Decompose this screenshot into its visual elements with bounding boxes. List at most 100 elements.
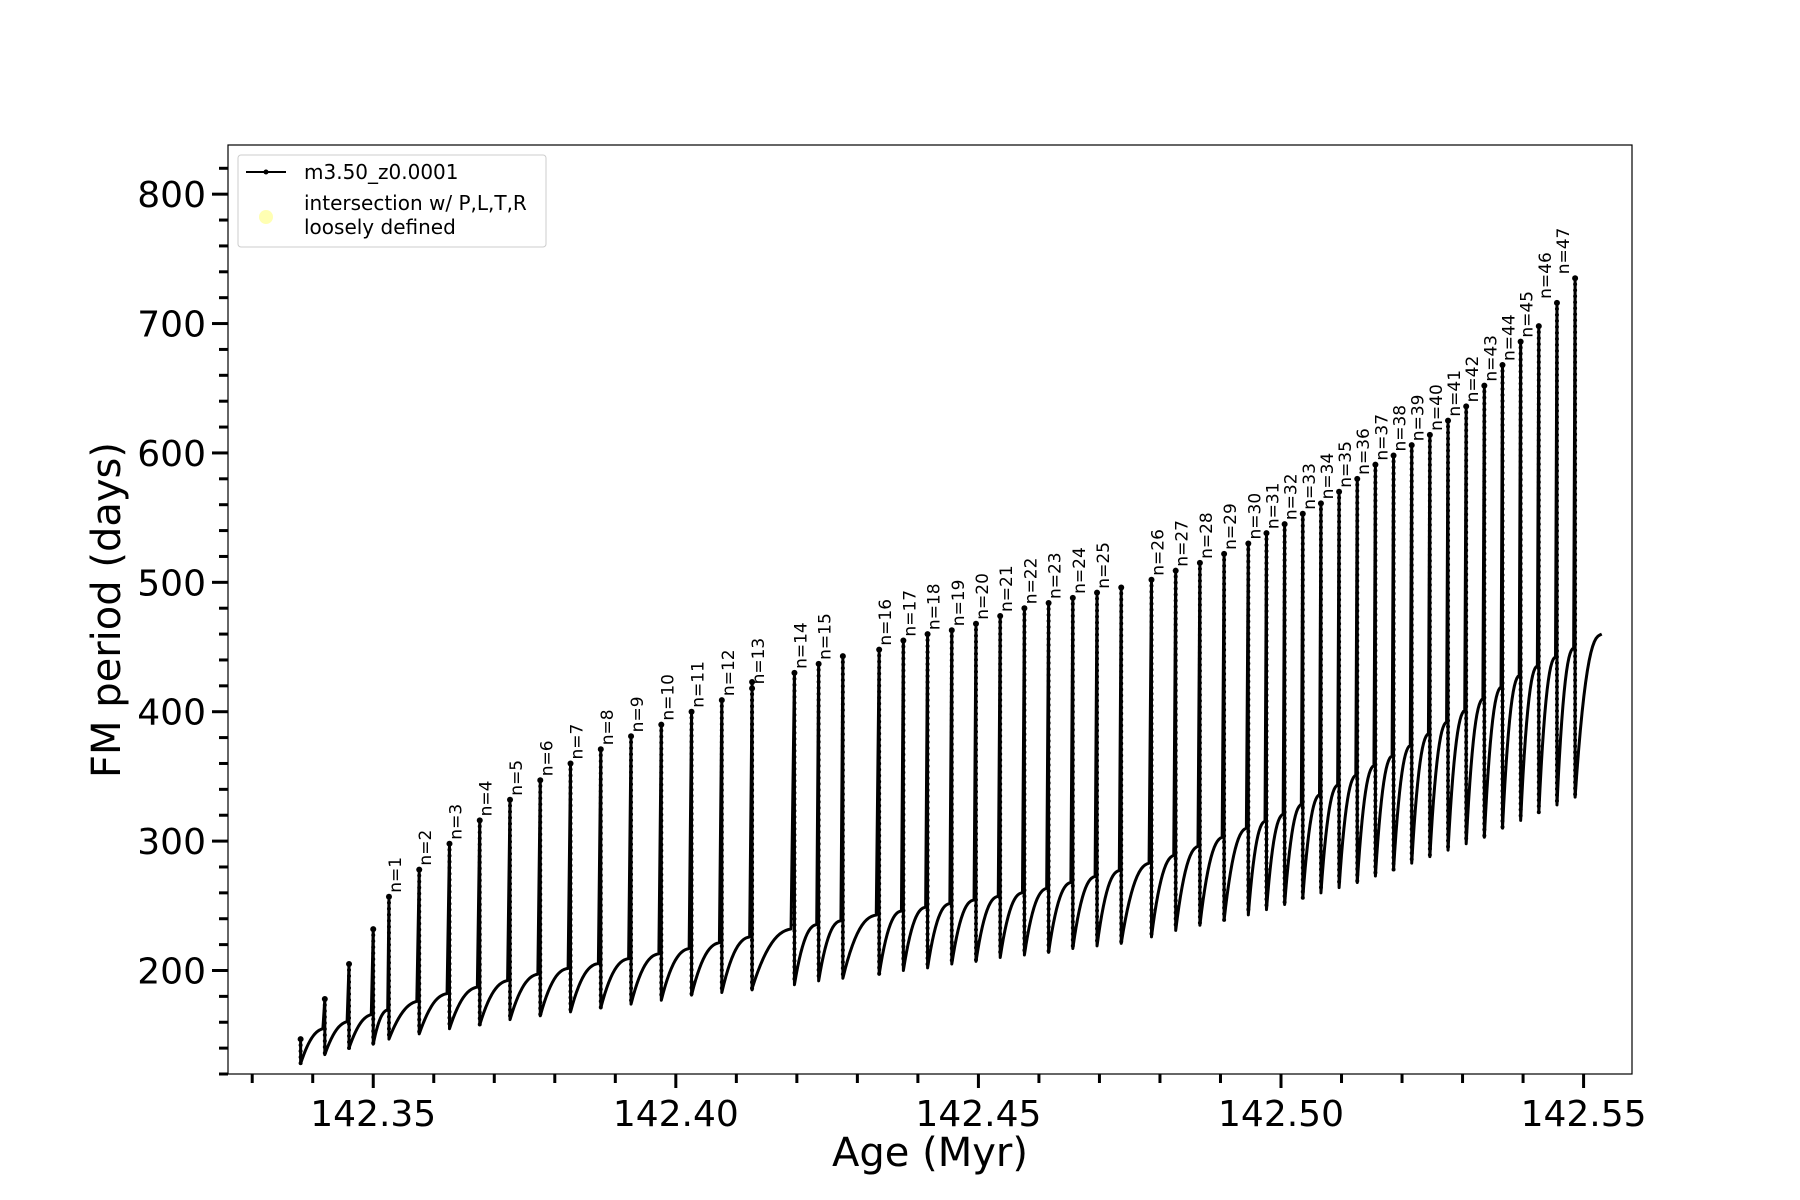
series-point xyxy=(1391,615,1396,620)
series-point xyxy=(1282,774,1287,779)
series-point xyxy=(792,946,797,951)
series-point xyxy=(1446,568,1451,573)
series-point xyxy=(347,1034,352,1039)
series-point xyxy=(877,773,882,778)
series-point xyxy=(1391,867,1396,872)
series-point xyxy=(1518,723,1523,728)
series-point xyxy=(659,884,664,889)
series-point xyxy=(1222,653,1227,658)
series-point xyxy=(1536,378,1541,383)
series-point xyxy=(1464,428,1469,433)
series-point xyxy=(1246,733,1251,738)
series-point xyxy=(877,899,882,904)
series-point xyxy=(1318,801,1323,806)
series-point xyxy=(1197,830,1202,835)
series-point xyxy=(750,709,755,714)
series-point xyxy=(1427,474,1432,479)
series-point xyxy=(1482,437,1487,442)
series-point xyxy=(477,854,482,859)
series-point xyxy=(1409,839,1414,844)
series-point xyxy=(1373,762,1378,767)
series-point xyxy=(840,738,845,743)
series-point xyxy=(1197,680,1202,685)
series-point xyxy=(659,800,664,805)
series-point xyxy=(1337,549,1342,554)
series-point xyxy=(877,845,882,850)
series-point xyxy=(1427,804,1432,809)
series-point xyxy=(1464,446,1469,451)
series-point xyxy=(538,1012,543,1017)
series-point xyxy=(1391,699,1396,704)
series-point xyxy=(1149,691,1154,696)
series-point xyxy=(998,715,1003,720)
series-point xyxy=(1500,500,1505,505)
series-point xyxy=(1518,483,1523,488)
series-point xyxy=(1500,404,1505,409)
series-point xyxy=(1318,825,1323,830)
series-point xyxy=(719,968,724,973)
series-point xyxy=(629,758,634,763)
series-point xyxy=(477,974,482,979)
series-point xyxy=(1070,877,1075,882)
series-point xyxy=(1554,636,1559,641)
series-point xyxy=(508,983,513,988)
series-point xyxy=(538,814,543,819)
series-point xyxy=(1300,811,1305,816)
series-point xyxy=(877,791,882,796)
series-point xyxy=(1482,749,1487,754)
series-point xyxy=(949,958,954,963)
series-point xyxy=(750,805,755,810)
series-point xyxy=(1022,864,1027,869)
series-point xyxy=(1554,630,1559,635)
series-point xyxy=(629,752,634,757)
series-point xyxy=(816,859,821,864)
series-point xyxy=(1554,360,1559,365)
series-point xyxy=(508,989,513,994)
series-point xyxy=(1022,798,1027,803)
series-point xyxy=(689,733,694,738)
series-point xyxy=(1554,600,1559,605)
series-point xyxy=(417,927,422,932)
series-point xyxy=(1536,708,1541,713)
series-point xyxy=(1500,464,1505,469)
series-point xyxy=(1536,696,1541,701)
series-point xyxy=(1337,807,1342,812)
series-point xyxy=(1482,545,1487,550)
series-point xyxy=(1355,650,1360,655)
series-point xyxy=(1409,827,1414,832)
series-point xyxy=(792,886,797,891)
series-point xyxy=(840,798,845,803)
series-point xyxy=(1264,645,1269,650)
series-point xyxy=(1197,626,1202,631)
series-point xyxy=(1500,644,1505,649)
series-point xyxy=(1300,637,1305,642)
series-point xyxy=(1482,443,1487,448)
series-point xyxy=(901,668,906,673)
series-point xyxy=(750,829,755,834)
series-point xyxy=(1446,436,1451,441)
series-point xyxy=(1282,732,1287,737)
series-point xyxy=(1554,684,1559,689)
series-point xyxy=(1149,799,1154,804)
series-point xyxy=(1246,685,1251,690)
series-point xyxy=(1149,619,1154,624)
series-point xyxy=(1427,702,1432,707)
series-point xyxy=(1070,673,1075,678)
series-point xyxy=(1046,715,1051,720)
series-point xyxy=(1022,792,1027,797)
series-point xyxy=(1573,504,1578,509)
series-point xyxy=(1373,750,1378,755)
series-point xyxy=(1070,751,1075,756)
series-point xyxy=(901,740,906,745)
series-point xyxy=(973,825,978,830)
series-point xyxy=(1373,576,1378,581)
series-point xyxy=(1337,855,1342,860)
series-point xyxy=(925,962,930,967)
series-point xyxy=(998,907,1003,912)
series-point xyxy=(816,919,821,924)
series-point xyxy=(792,772,797,777)
series-point xyxy=(1446,472,1451,477)
series-point xyxy=(1482,491,1487,496)
series-point xyxy=(1391,813,1396,818)
series-point xyxy=(949,820,954,825)
